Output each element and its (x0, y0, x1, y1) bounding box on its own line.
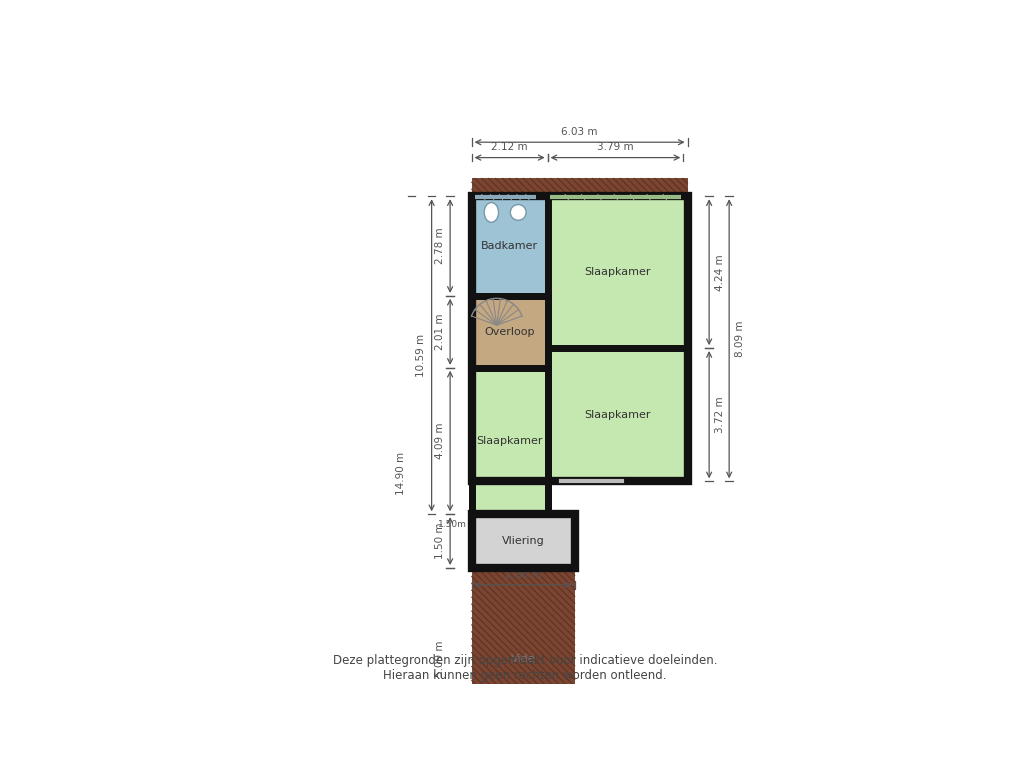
Text: 8.09 m: 8.09 m (734, 320, 744, 357)
Bar (472, 197, 687, 482)
Bar (548, 348, 687, 482)
Text: 1.50 m: 1.50 m (435, 523, 444, 559)
Text: Badkamer: Badkamer (481, 241, 539, 251)
Text: 2.12 m: 2.12 m (492, 142, 528, 152)
Text: Slaapkamer: Slaapkamer (585, 267, 651, 277)
Text: 4.09 m: 4.09 m (435, 422, 444, 459)
Text: 14.90 m: 14.90 m (396, 452, 407, 495)
Bar (472, 568, 574, 750)
Text: Deze plattegronden zijn opgemaakt voor indicatieve doeleinden.
Hieraan kunnen ge: Deze plattegronden zijn opgemaakt voor i… (333, 654, 717, 682)
Bar (472, 515, 574, 568)
Circle shape (510, 204, 526, 220)
Bar (472, 515, 574, 568)
Text: 2.78 m: 2.78 m (435, 228, 444, 264)
Text: 6.03 m: 6.03 m (561, 127, 598, 137)
Text: 4.24 m: 4.24 m (715, 254, 725, 290)
Text: 3.79 m: 3.79 m (597, 142, 634, 152)
Text: Slaapkamer: Slaapkamer (585, 409, 651, 420)
Text: 1.50m: 1.50m (438, 520, 467, 528)
Text: Overloop: Overloop (484, 327, 535, 337)
Text: 2.88 m: 2.88 m (505, 570, 542, 580)
Text: 2.01 m: 2.01 m (435, 313, 444, 350)
Text: 5.09 m: 5.09 m (435, 641, 444, 677)
Bar (472, 368, 548, 515)
Text: Vide: Vide (511, 654, 536, 664)
Text: 10.59 m: 10.59 m (416, 334, 426, 377)
Bar (472, 296, 548, 368)
Ellipse shape (484, 203, 499, 222)
Bar (472, 178, 687, 197)
Text: Vliering: Vliering (502, 536, 545, 546)
Text: 3.72 m: 3.72 m (715, 396, 725, 433)
Bar (472, 197, 548, 296)
Text: Slaapkamer: Slaapkamer (476, 436, 543, 446)
Bar (548, 197, 687, 348)
